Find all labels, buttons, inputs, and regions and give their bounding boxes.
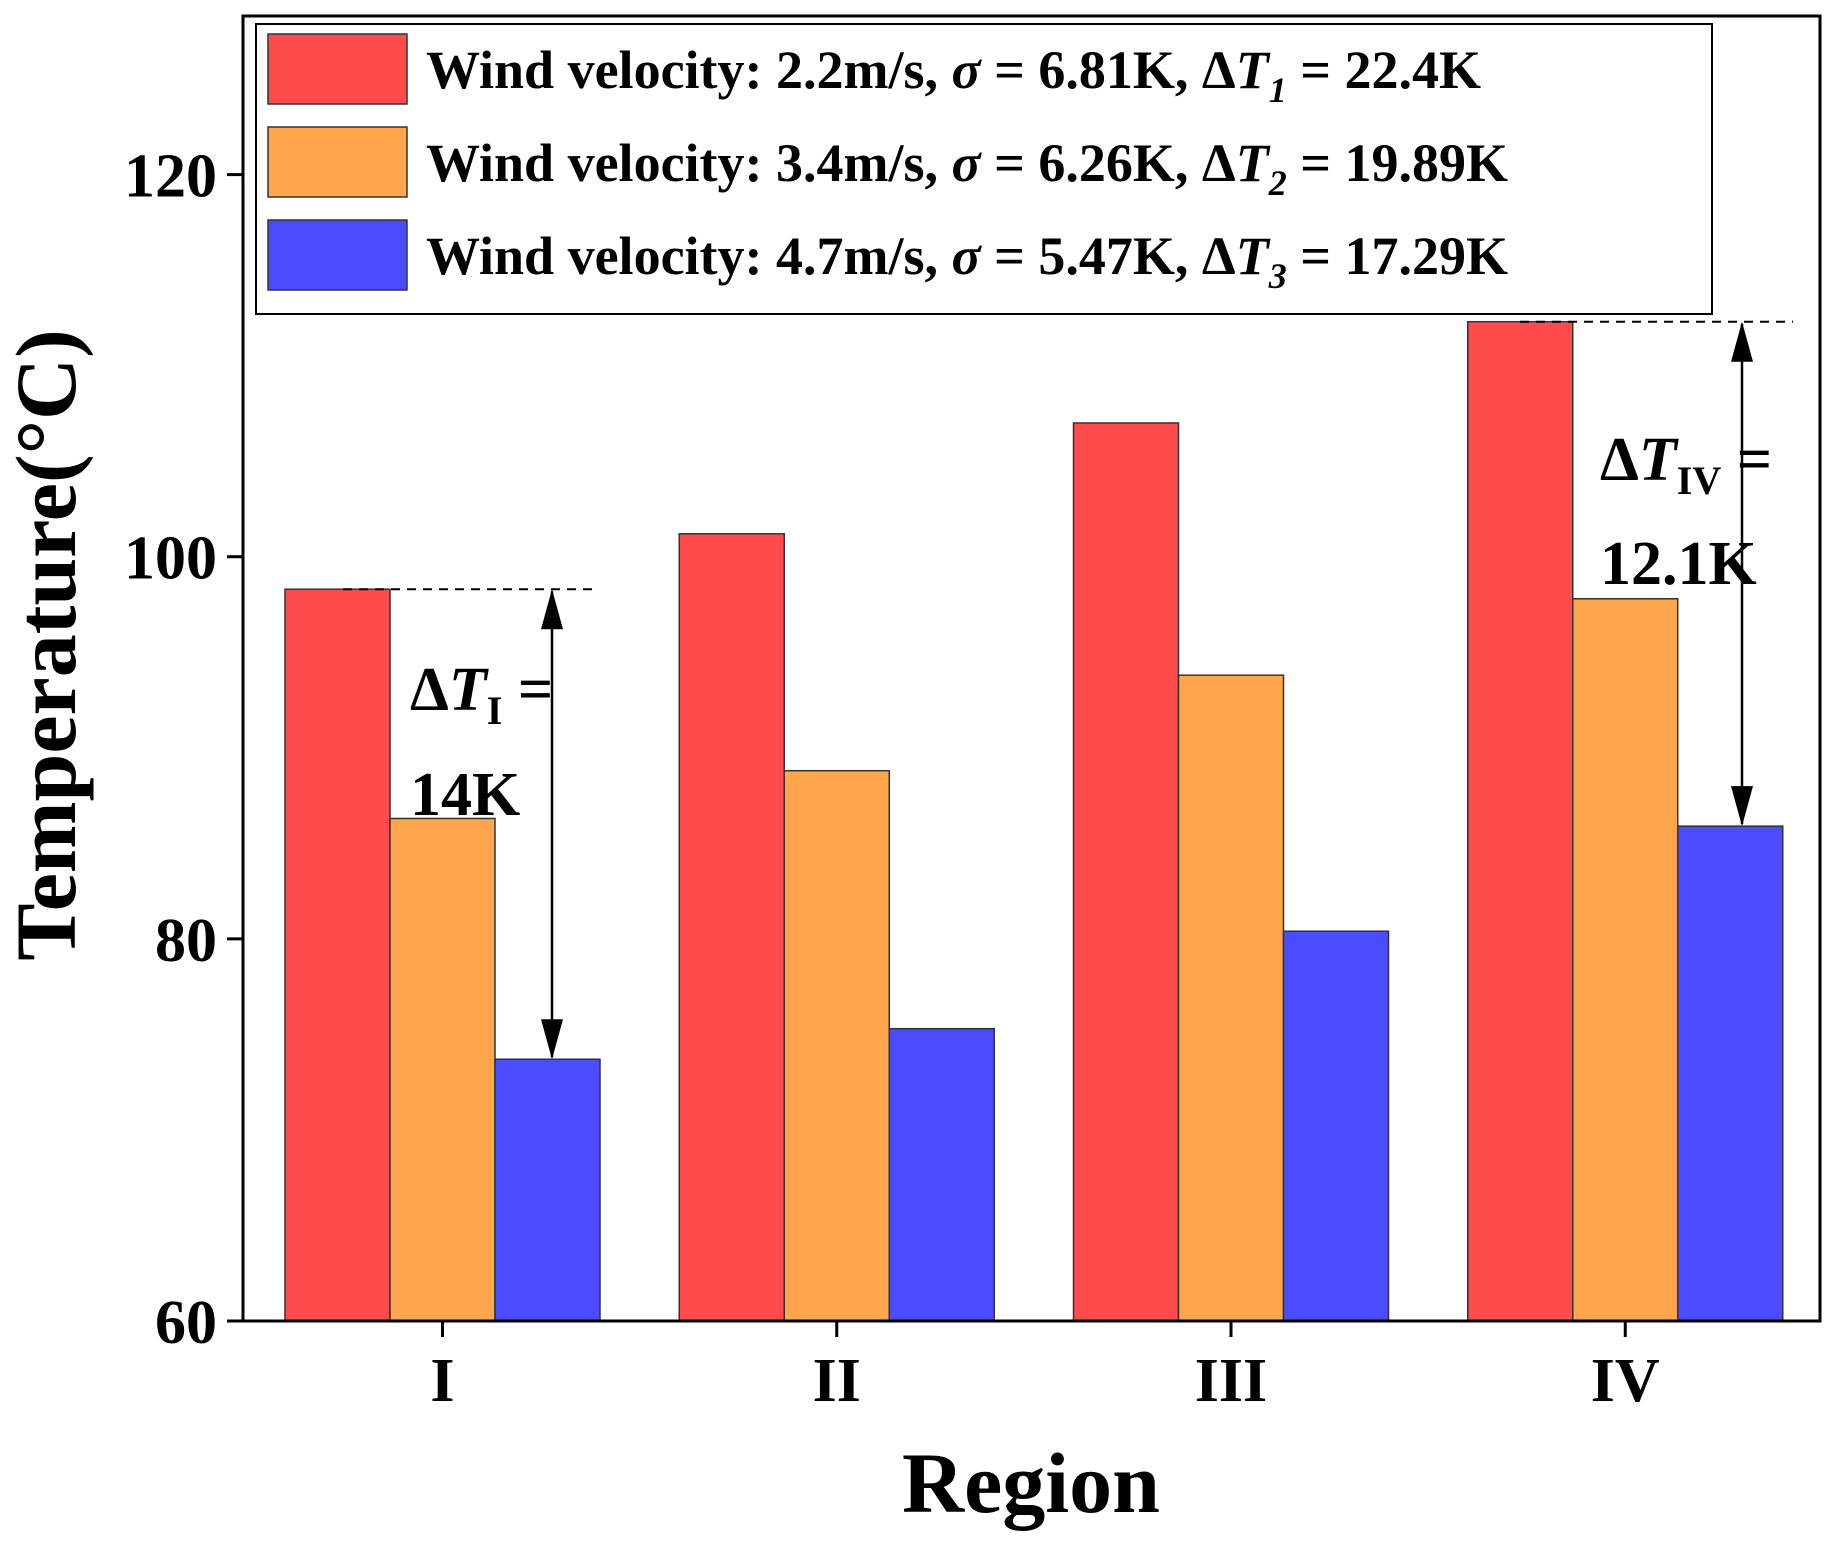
- delta-arrowhead-bottom-I: [541, 1019, 563, 1060]
- y-tick-label: 60: [155, 1289, 217, 1357]
- plot-frame: [241, 14, 1822, 1323]
- y-tick-label: 80: [155, 907, 217, 975]
- x-tick-label: IV: [1591, 1347, 1660, 1415]
- y-axis-title: Temperature(°C): [0, 329, 94, 960]
- bar-II-series-1: [678, 533, 785, 1322]
- bar-IV-series-3: [1677, 825, 1784, 1322]
- x-tick-label: II: [813, 1347, 861, 1415]
- legend-label-1: Wind velocity: 2.2m/s, σ = 6.81K, ΔT1 = …: [426, 40, 1481, 110]
- delta-arrowhead-top-I: [541, 589, 563, 630]
- legend-box: [255, 23, 1713, 315]
- bar-II-series-3: [888, 1027, 995, 1322]
- bar-I-series-2: [389, 817, 496, 1322]
- bar-III-series-3: [1282, 930, 1390, 1322]
- legend-swatch-3: [267, 219, 408, 291]
- y-tick-label: 100: [124, 525, 217, 593]
- delta-value-IV: 12.1K: [1600, 530, 1757, 598]
- legend-label-2: Wind velocity: 3.4m/s, σ = 6.26K, ΔT2 = …: [426, 133, 1508, 203]
- bar-II-series-2: [783, 769, 890, 1322]
- y-tick-label: 120: [124, 143, 217, 211]
- legend: Wind velocity: 2.2m/s, σ = 6.81K, ΔT1 = …: [255, 23, 1713, 315]
- legend-label-3: Wind velocity: 4.7m/s, σ = 5.47K, ΔT3 = …: [426, 226, 1508, 296]
- delta-arrowhead-bottom-IV: [1731, 786, 1753, 827]
- legend-swatch-1: [267, 33, 408, 105]
- x-axis-title: Region: [902, 1435, 1160, 1531]
- x-tick-label: I: [430, 1347, 454, 1415]
- delta-value-I: 14K: [410, 761, 520, 829]
- bar-IV-series-2: [1572, 598, 1679, 1322]
- bar-I-series-1: [284, 588, 391, 1322]
- bar-IV-series-1: [1467, 320, 1574, 1322]
- bar-III-series-2: [1177, 674, 1285, 1322]
- bars-layer: [284, 320, 1784, 1322]
- annotations-layer: ΔTI = 14K ΔTIV = 12.1K: [343, 320, 1793, 1060]
- bar-III-series-1: [1072, 422, 1180, 1322]
- delta-label-I: ΔTI =: [410, 656, 553, 733]
- bar-I-series-3: [494, 1058, 601, 1322]
- delta-label-IV: ΔTIV =: [1600, 426, 1772, 503]
- legend-swatch-2: [267, 126, 408, 198]
- x-tick-label: III: [1195, 1347, 1267, 1415]
- delta-arrowhead-top-IV: [1731, 321, 1753, 362]
